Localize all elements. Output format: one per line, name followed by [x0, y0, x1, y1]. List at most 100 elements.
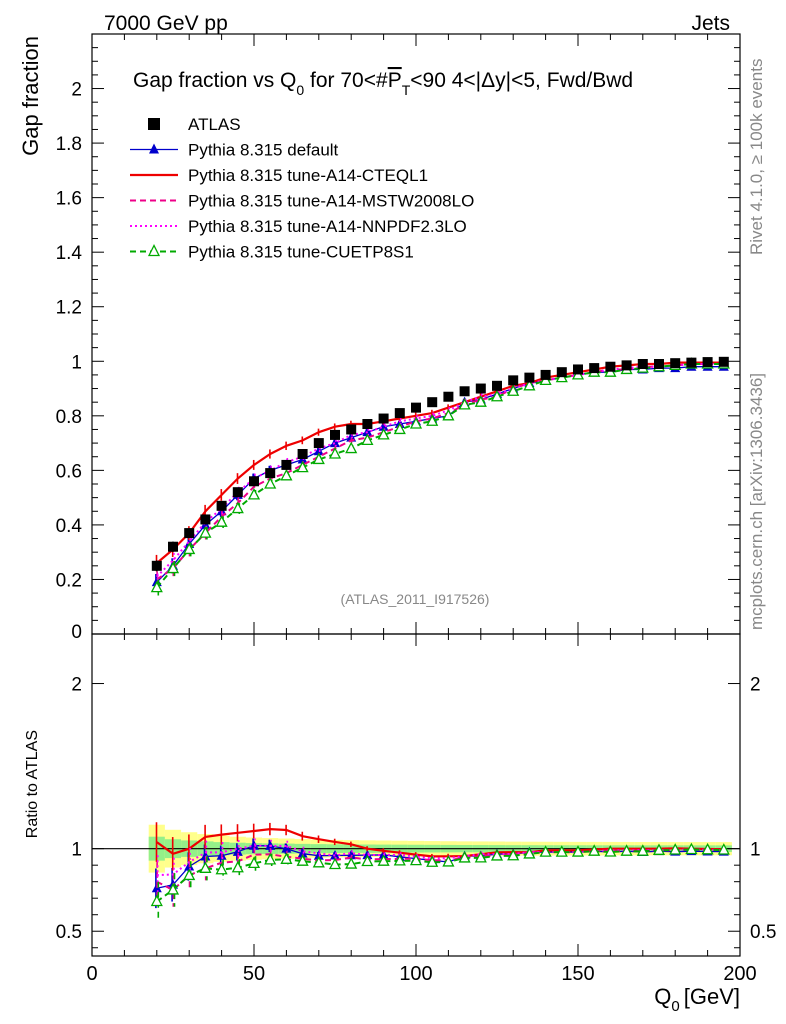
main-pythia-8-315-tune-cuetp8s1-point — [150, 580, 163, 593]
atlas-data-point — [265, 468, 276, 479]
x-tick-label: 200 — [723, 963, 756, 985]
ratio-pythia-8-315-tune-cuetp8s1-point — [620, 844, 633, 856]
ratio-pythia-8-315-default-point — [362, 849, 373, 860]
ratio-tick-label-right: 2 — [750, 675, 761, 696]
ratio-pythia-8-315-default-point — [281, 843, 292, 853]
main-pythia-8-315-tune-cuetp8s1-point — [231, 501, 244, 514]
atlas-data-point — [702, 357, 713, 368]
ratio-pythia-8-315-tune-cuetp8s1-point — [507, 848, 520, 861]
main-pythia-8-315-tune-cuetp8s1-point — [507, 384, 520, 396]
ratio-pythia-8-315-default-point — [232, 846, 243, 856]
chart-title: Gap fraction vs Q0 for 70<#PT<90 4<|Δy|<… — [133, 69, 633, 98]
ratio-pythia-8-315-tune-cuetp8s1-point — [490, 849, 504, 861]
ratio-pythia-8-315-tune-cuetp8s1-point — [604, 845, 617, 857]
atlas-data-point — [330, 429, 340, 440]
ratio-pythia-8-315-tune-cuetp8s1-point — [361, 854, 374, 867]
legend-atlas-marker — [148, 118, 160, 130]
ratio-pythia-8-315-tune-cuetp8s1-point — [458, 851, 471, 863]
ratio-pythia-8-315-tune-cuetp8s1-point — [215, 862, 228, 875]
atlas-data-point — [459, 386, 470, 397]
legend-pythia-8-315-default-marker — [149, 143, 159, 154]
ratio-pythia-8-315-tune-cuetp8s1-point — [717, 843, 730, 855]
legend-pythia-8-315-tune-cuetp8s1-label: Pythia 8.315 tune-CUETP8S1 — [188, 243, 414, 262]
atlas-data-point — [313, 438, 324, 449]
ratio-tick-label-right: 1 — [750, 840, 761, 861]
x-tick-label: 50 — [243, 963, 265, 985]
y-tick-label: 0.8 — [56, 407, 82, 428]
atlas-data-point — [508, 375, 519, 386]
main-pythia-8-315-tune-cuetp8s1-point — [345, 441, 358, 454]
y-tick-label: 1.4 — [56, 243, 83, 264]
ratio-pythia-8-315-tune-cuetp8s1-point — [377, 854, 390, 866]
ratio-pythia-8-315-tune-cuetp8s1-point — [701, 842, 714, 855]
ratio-pythia-8-315-tune-cuetp8s1-point — [669, 843, 682, 855]
atlas-data-point — [297, 449, 308, 459]
main-pythia-8-315-tune-cuetp8s1-point — [426, 414, 439, 426]
y-tick-label: 1.2 — [56, 298, 82, 319]
y-tick-label: 0 — [71, 622, 82, 643]
ratio-pythia-8-315-tune-cuetp8s1-point — [474, 850, 487, 863]
atlas-data-point — [378, 413, 389, 424]
atlas-data-point — [249, 476, 259, 487]
mcplots-credit-label: mcplots.cern.ch [arXiv:1306.3436] — [747, 373, 766, 630]
legend-pythia-8-315-tune-a14-mstw2008lo-label: Pythia 8.315 tune-A14-MSTW2008LO — [188, 192, 474, 211]
atlas-data-point — [184, 528, 195, 539]
atlas-data-point — [475, 383, 486, 394]
ratio-pythia-8-315-tune-cuetp8s1-point — [442, 855, 455, 867]
main-pythia-8-315-tune-cuetp8s1-point — [393, 422, 406, 435]
atlas-data-point — [168, 541, 178, 552]
atlas-data-point — [670, 358, 681, 369]
ratio-pythia-8-315-tune-cuetp8s1-point — [264, 852, 277, 865]
atlas-data-point — [654, 359, 664, 369]
main-pythia-8-315-tune-cuetp8s1-point — [490, 389, 504, 402]
ratio-pythia-8-315-tune-cuetp8s1-point — [426, 855, 439, 867]
main-pythia-8-315-tune-cuetp8s1-point — [199, 526, 212, 538]
rivet-version-label: Rivet 4.1.0, ≥ 100k events — [747, 59, 766, 255]
x-tick-label: 150 — [561, 963, 594, 985]
ratio-pythia-8-315-tune-cuetp8s1-point — [555, 845, 568, 857]
x-axis-title: Q0 [GeV] — [654, 984, 740, 1015]
ratio-pythia-8-315-tune-cuetp8s1-point — [409, 853, 423, 866]
ratio-pythia-8-315-default-point — [200, 851, 211, 861]
atlas-data-point — [589, 363, 600, 374]
y-tick-label: 2 — [71, 80, 82, 101]
x-tick-label: 0 — [86, 963, 97, 985]
legend-pythia-8-315-default-label: Pythia 8.315 default — [188, 141, 339, 160]
ratio-pythia-8-315-tune-cuetp8s1-point — [247, 856, 261, 869]
ratio-pythia-8-315-tune-cuetp8s1-point — [296, 854, 309, 866]
ratio-pythia-8-315-tune-cuetp8s1-point — [685, 842, 698, 855]
y-axis-title: Gap fraction — [18, 36, 43, 156]
atlas-data-point — [362, 419, 373, 429]
y-tick-label: 0.4 — [56, 516, 83, 537]
atlas-data-point — [718, 356, 729, 367]
ratio-pythia-8-315-tune-cuetp8s1-point — [199, 861, 212, 873]
ratio-pythia-8-315-tune-a14-cteql1-line — [156, 827, 724, 858]
atlas-data-point — [281, 459, 292, 470]
atlas-data-point — [686, 357, 697, 368]
atlas-data-point — [394, 408, 405, 419]
atlas-data-point — [621, 360, 632, 371]
main-pythia-8-315-tune-cuetp8s1-point — [312, 452, 325, 465]
y-tick-label: 1 — [71, 352, 82, 373]
main-pythia-8-315-tune-cuetp8s1-point — [474, 395, 487, 407]
y-tick-label: 0.6 — [56, 461, 82, 482]
ratio-pythia-8-315-tune-cuetp8s1-point — [652, 843, 666, 855]
y-tick-label: 1.6 — [56, 189, 82, 210]
atlas-data-point — [443, 391, 454, 402]
atlas-data-point — [524, 372, 535, 383]
atlas-data-point — [232, 487, 243, 498]
ratio-pythia-8-315-tune-cuetp8s1-point — [393, 854, 406, 866]
atlas-data-point — [573, 364, 583, 375]
ratio-pythia-8-315-default-point — [297, 848, 308, 858]
y-tick-label: 1.8 — [56, 134, 82, 155]
ratio-pythia-8-315-tune-cuetp8s1-point — [150, 894, 163, 907]
ratio-tick-label-right: 0.5 — [750, 922, 776, 943]
energy-label: 7000 GeV pp — [104, 12, 228, 35]
legend-atlas-label: ATLAS — [188, 115, 241, 134]
ratio-pythia-8-315-tune-cuetp8s1-point — [280, 852, 293, 864]
ratio-tick-label: 2 — [71, 675, 82, 696]
main-pythia-8-315-tune-cuetp8s1-point — [458, 398, 471, 410]
ratio-pythia-8-315-tune-cuetp8s1-point — [231, 860, 244, 873]
atlas-data-point — [492, 380, 502, 391]
